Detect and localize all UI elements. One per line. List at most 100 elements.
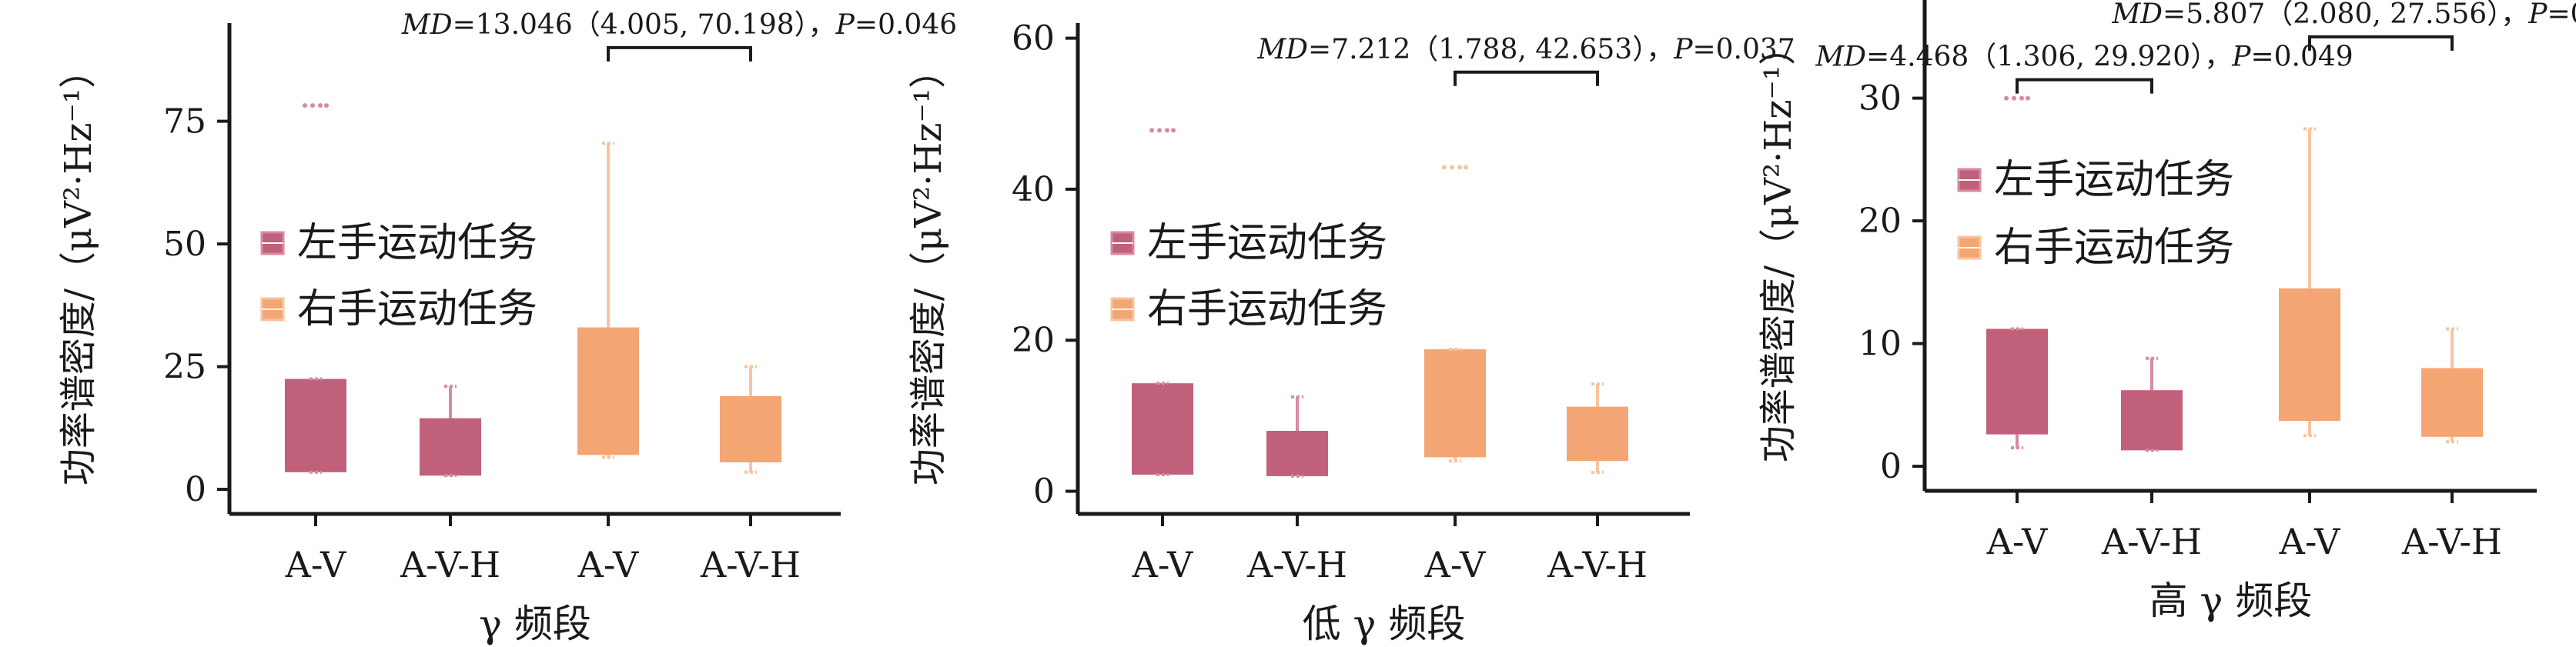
y-tick-label: 0 (185, 470, 206, 509)
p-sep: ， (1646, 34, 1674, 65)
x-axis-label: 低 γ 频段 (1303, 602, 1466, 646)
md-prefix: = (453, 9, 476, 41)
outlier-point (324, 103, 329, 108)
outlier-point (2004, 95, 2009, 101)
y-tick-label: 25 (163, 348, 206, 387)
outlier-point (1464, 165, 1468, 170)
md-value: 7.212 (1331, 34, 1410, 65)
box-3 (577, 327, 639, 455)
p-symbol: P (2527, 0, 2548, 30)
box-1 (285, 379, 346, 472)
md-prefix: = (2163, 0, 2186, 30)
y-tick-label: 60 (1012, 19, 1055, 58)
outlier-point (2019, 95, 2024, 101)
significance-bracket (2308, 35, 2454, 51)
p-symbol: P (1673, 34, 1693, 65)
x-tick-label: A-V (1424, 544, 1486, 585)
md-value: 4.468 (1889, 42, 1969, 73)
md-ci: （1.788, 42.653） (1410, 34, 1646, 65)
x-tick-label: A-V-H (700, 544, 801, 585)
md-symbol: MD (1256, 34, 1308, 65)
p-symbol: P (2231, 42, 2251, 73)
significance-bracket (2016, 78, 2153, 94)
box-3 (1424, 349, 1486, 458)
y-tick-label: 10 (1858, 325, 1902, 364)
md-value: 5.807 (2186, 0, 2265, 30)
x-tick-label: A-V-H (1246, 544, 1347, 585)
box-4 (2421, 368, 2483, 437)
p-eq: = (2547, 0, 2570, 30)
x-tick-label: A-V (1986, 521, 2048, 562)
outlier-point (1149, 128, 1154, 133)
box-3 (2279, 288, 2340, 422)
significance-bracket (607, 45, 752, 62)
outlier-point (1157, 128, 1162, 133)
x-tick-label: A-V-H (2401, 521, 2502, 562)
box-2 (2121, 390, 2183, 451)
md-ci: （1.306, 29.920） (1969, 42, 2204, 73)
p-value: 0.037 (1716, 34, 1795, 65)
box-1 (1986, 329, 2048, 435)
y-axis-label: 功率谱密度/（μV²·Hz⁻¹） (57, 52, 100, 485)
p-sep: ， (808, 9, 836, 41)
chart-panel-1: 0 25 50 75 A-V A-V-H A-V A-V-H γ 频段 功率谱密度/（μV²·Hz… (57, 9, 957, 646)
y-tick-label: 75 (163, 102, 206, 142)
md-prefix: = (1866, 42, 1889, 73)
y-tick-label: 0 (1033, 472, 1055, 512)
y-tick-label: 20 (1858, 202, 1902, 241)
outlier-point (310, 103, 315, 108)
box-4 (1567, 406, 1628, 462)
md-ci: （4.005, 70.198） (573, 9, 808, 41)
significance-label: MD=13.046（4.005, 70.198），P=0.046 (401, 9, 957, 41)
legend-label-1: 左手运动任务 (297, 220, 537, 266)
p-eq: = (1692, 34, 1715, 65)
legend-label-1: 左手运动任务 (1994, 157, 2234, 203)
p-value: 0.046 (878, 9, 957, 41)
x-tick-label: A-V (577, 544, 639, 585)
y-axis-label: 功率谱密度/（μV²·Hz⁻¹） (907, 52, 950, 485)
md-prefix: = (1308, 34, 1331, 65)
x-axis-label: γ 频段 (479, 602, 591, 646)
box-1 (1132, 383, 1193, 475)
x-axis-label: 高 γ 频段 (2149, 579, 2313, 623)
x-tick-label: A-V-H (400, 544, 500, 585)
significance-label: MD=7.212（1.788, 42.653），P=0.037 (1256, 34, 1795, 65)
outlier-point (1171, 128, 1176, 133)
p-value: 0.042 (2571, 0, 2576, 30)
box-2 (1266, 431, 1328, 476)
y-axis-label: 功率谱密度/（μV²·Hz⁻¹） (1757, 28, 1800, 462)
outlier-point (318, 103, 323, 108)
outlier-point (2012, 95, 2016, 101)
p-eq: = (855, 9, 878, 41)
y-tick-label: 40 (1012, 170, 1055, 209)
y-tick-label: 50 (163, 225, 206, 264)
y-tick-label: 30 (1858, 79, 1902, 118)
x-tick-label: A-V (1132, 544, 1193, 585)
x-tick-label: A-V (285, 544, 346, 585)
md-ci: （2.080, 27.556） (2265, 0, 2501, 30)
box-4 (720, 395, 781, 463)
legend-label-2: 右手运动任务 (1994, 225, 2234, 271)
p-value: 0.049 (2274, 42, 2354, 73)
outlier-point (303, 103, 307, 108)
y-tick-label: 20 (1012, 321, 1055, 360)
outlier-point (2026, 95, 2030, 101)
x-tick-label: A-V (2279, 521, 2340, 562)
md-symbol: MD (401, 9, 453, 41)
legend-label-1: 左手运动任务 (1147, 220, 1387, 266)
outlier-point (1442, 165, 1447, 170)
significance-label: MD=5.807（2.080, 27.556），P=0.042 (2111, 0, 2576, 30)
outlier-point (1457, 165, 1462, 170)
md-symbol: MD (1815, 42, 1866, 73)
chart-panel-3: 0 10 20 30 A-V A-V-H A-V A-V-H 高 γ 频段 功率谱密度/（μV²·… (1757, 0, 2576, 623)
p-symbol: P (835, 9, 855, 41)
p-sep: ， (2501, 0, 2528, 30)
legend-label-2: 右手运动任务 (297, 286, 537, 332)
p-sep: ， (2204, 42, 2232, 73)
x-tick-label: A-V-H (2101, 521, 2202, 562)
x-tick-label: A-V-H (1547, 544, 1648, 585)
chart-panel-2: 0 20 40 60 A-V A-V-H A-V A-V-H 低 γ 频段 功率谱密度/（μV²·… (907, 19, 1795, 646)
p-eq: = (2250, 42, 2273, 73)
outlier-point (1165, 128, 1169, 133)
